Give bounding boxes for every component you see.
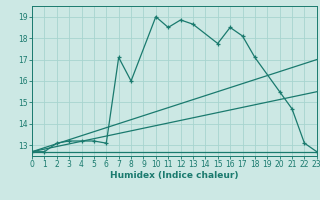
X-axis label: Humidex (Indice chaleur): Humidex (Indice chaleur) (110, 171, 239, 180)
